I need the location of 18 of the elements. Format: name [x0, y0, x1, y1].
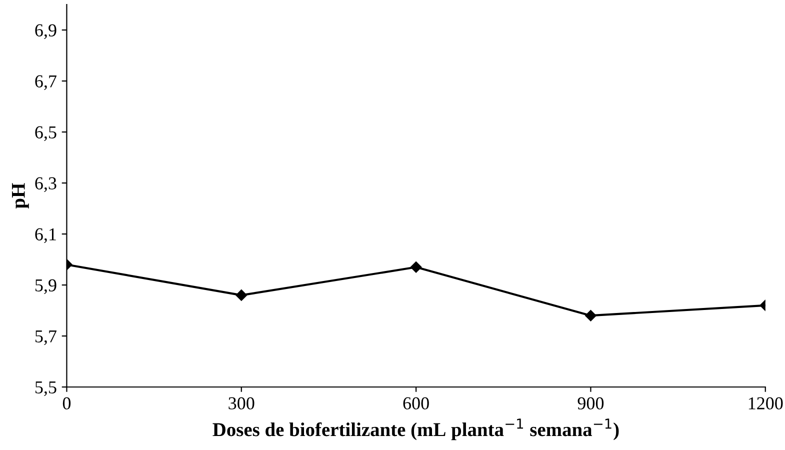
- y-tick-label: 5,7: [35, 330, 56, 346]
- y-tick-label: 5,9: [35, 279, 56, 294]
- x-tick-label: 1200: [748, 397, 783, 410]
- y-tick-label: 6,7: [35, 75, 56, 90]
- x-tick-label: 300: [228, 397, 254, 410]
- x-tick-label: 0: [62, 397, 71, 410]
- point: [410, 262, 422, 273]
- x-axis-title: Doses de biofertilizante (mL planta$^{−1}$ semana$^{−1}$): [212, 418, 619, 440]
- x-tick-label: 600: [403, 397, 429, 410]
- point: [585, 310, 596, 322]
- y-tick-label: 6,3: [35, 177, 56, 192]
- y-tick-label: 6,9: [35, 24, 56, 40]
- y-axis-title: pH: [12, 183, 29, 208]
- y-tick-label: 5,5: [35, 381, 56, 396]
- y-tick-label: 6,5: [35, 126, 56, 142]
- x-tick-label: 900: [578, 397, 604, 410]
- point: [236, 290, 247, 301]
- y-tick-label: 6,1: [35, 228, 56, 244]
